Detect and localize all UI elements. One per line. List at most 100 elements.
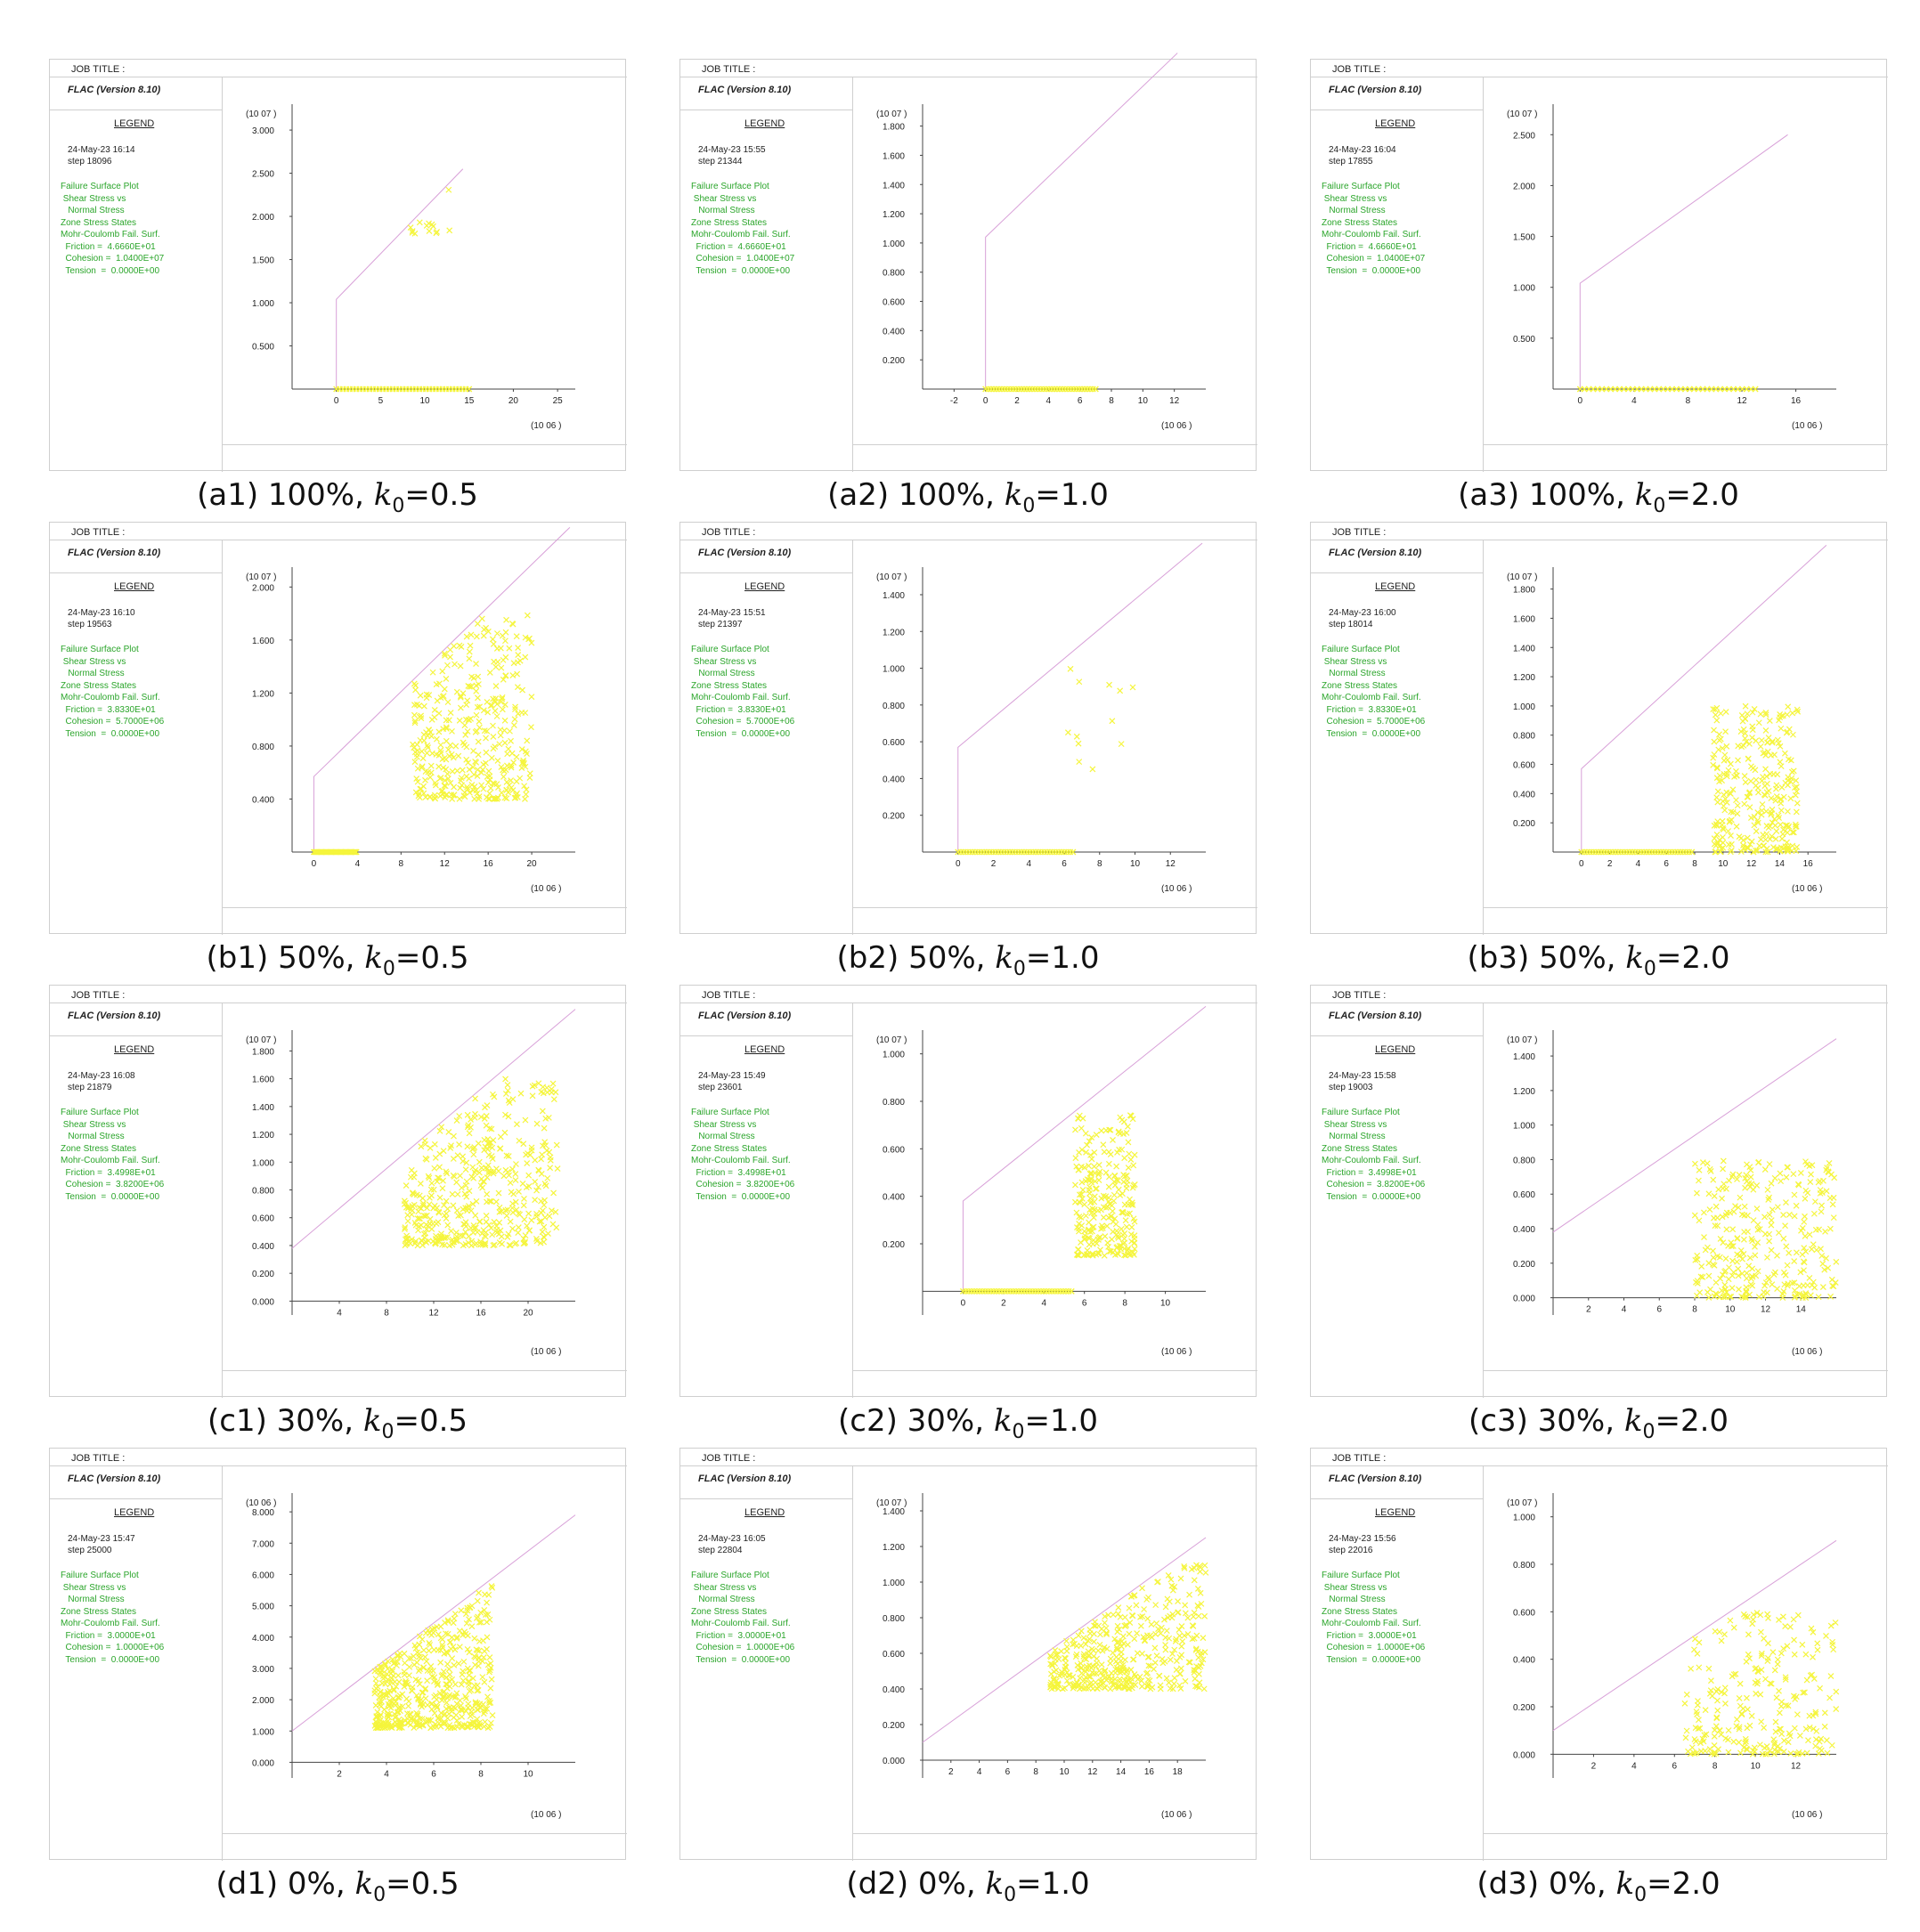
- zone-point: [1083, 1213, 1089, 1219]
- zone-point: [402, 1226, 408, 1232]
- zone-point: [1791, 1651, 1798, 1658]
- zone-point: [1088, 1134, 1095, 1141]
- zone-point: [1111, 1172, 1119, 1179]
- zone-point: [1118, 1652, 1125, 1660]
- zone-point: [1750, 1611, 1757, 1619]
- zone-point: [1797, 1269, 1804, 1276]
- zone-point: [1782, 1676, 1789, 1683]
- zone-point: [1127, 1678, 1134, 1685]
- zone-point: [424, 742, 431, 749]
- zone-point: [459, 767, 466, 774]
- panel-caption: (c3) 30%, k0=2.0: [1310, 1403, 1887, 1443]
- zone-point: [1736, 1724, 1743, 1731]
- zone-point: [437, 1659, 444, 1666]
- zone-point: [1749, 709, 1756, 716]
- x-tick-label: 6: [1005, 1767, 1011, 1777]
- zone-point: [1768, 1180, 1775, 1187]
- x-tick-label: 0: [1579, 859, 1584, 869]
- zone-point: [1768, 1680, 1775, 1687]
- zone-point: [481, 1648, 488, 1654]
- zone-point: [1779, 712, 1786, 719]
- zone-point: [1785, 1702, 1792, 1709]
- zone-point: [540, 1090, 547, 1097]
- zone-point: [415, 1668, 422, 1675]
- legend-line: Failure Surface Plot: [1322, 1108, 1400, 1117]
- zone-point: [1744, 834, 1751, 841]
- legend-divider: [1483, 1003, 1484, 1398]
- zone-point: [460, 739, 467, 746]
- zone-point: [481, 727, 488, 735]
- zone-point: [468, 1116, 474, 1123]
- legend-line: Shear Stress vs: [691, 1582, 757, 1593]
- zone-point: [1764, 1611, 1771, 1618]
- zone-point: [1749, 1238, 1756, 1245]
- y-tick-label: 0.600: [883, 1650, 905, 1660]
- zone-point: [451, 1725, 458, 1732]
- zone-point: [417, 1654, 424, 1661]
- zone-point: [483, 1213, 490, 1219]
- x-tick-label: 10: [1718, 859, 1729, 869]
- zone-point: [1108, 1669, 1115, 1676]
- zone-point: [1093, 1132, 1100, 1139]
- y-exponent: (10 07 ): [876, 110, 907, 119]
- zone-point: [1083, 1656, 1090, 1663]
- legend-line: Failure Surface Plot: [1322, 1571, 1400, 1580]
- y-tick-label: 0.400: [883, 327, 905, 337]
- zone-point: [514, 1121, 520, 1128]
- y-tick-label: 2.000: [252, 1696, 274, 1706]
- x-tick-label: 2: [991, 859, 997, 869]
- zone-point: [1794, 708, 1802, 715]
- zone-point: [473, 687, 480, 694]
- zone-point: [1706, 1206, 1713, 1213]
- zone-point: [420, 1647, 427, 1653]
- zone-point: [1794, 783, 1800, 791]
- zone-point: [456, 717, 463, 724]
- zone-point: [485, 767, 492, 775]
- zone-point: [1778, 1725, 1784, 1733]
- legend-line: Shear Stress vs: [61, 1582, 126, 1593]
- caption-k-subscript: 0: [381, 1420, 395, 1443]
- zone-point: [456, 795, 463, 802]
- zone-point: [1119, 1231, 1127, 1238]
- zone-point: [503, 779, 510, 785]
- zone-point: [417, 736, 424, 743]
- legend-heading: LEGEND: [1375, 581, 1416, 592]
- zone-point: [435, 1720, 443, 1727]
- zone-point: [533, 1210, 540, 1217]
- zone-point: [442, 783, 449, 790]
- zone-point: [373, 1714, 380, 1721]
- zone-point: [462, 1708, 469, 1715]
- zone-point: [447, 646, 453, 653]
- zone-point: [426, 727, 432, 734]
- zone-point: [1734, 1235, 1741, 1242]
- zone-point: [464, 1607, 471, 1614]
- zone-point: [525, 1172, 533, 1179]
- zone-point: [1098, 1661, 1105, 1668]
- zone-point: [516, 1188, 522, 1195]
- x-exponent: (10 06 ): [531, 1810, 561, 1820]
- y-exponent: (10 07 ): [1507, 110, 1537, 119]
- zone-point: [1715, 1746, 1721, 1753]
- zone-point: [1110, 1611, 1117, 1619]
- x-tick-label: 10: [1138, 396, 1149, 406]
- zone-point: [1718, 1731, 1725, 1738]
- zone-point: [1723, 743, 1730, 750]
- zone-point: [457, 784, 464, 791]
- zone-point: [513, 1239, 520, 1246]
- zone-point: [443, 724, 450, 731]
- panel-c3: JOB TITLE : FLAC (Version 8.10) LEGEND 24-M…: [1310, 985, 1888, 1448]
- plot-frame: JOB TITLE : FLAC (Version 8.10) LEGEND 24-M…: [679, 522, 1257, 935]
- zone-point: [1737, 728, 1745, 735]
- step-count: step 25000: [68, 1546, 112, 1555]
- zone-point: [1119, 1643, 1125, 1650]
- zone-point: [1743, 1738, 1749, 1745]
- zone-point: [445, 717, 452, 724]
- zone-point: [453, 1635, 460, 1642]
- zone-point: [1764, 1186, 1771, 1193]
- y-tick-label: 2.000: [252, 583, 274, 593]
- zone-point: [1736, 1725, 1743, 1733]
- zone-point: [541, 1202, 548, 1208]
- zone-point: [445, 1704, 452, 1711]
- zone-point: [498, 1208, 505, 1215]
- zone-point: [471, 795, 478, 802]
